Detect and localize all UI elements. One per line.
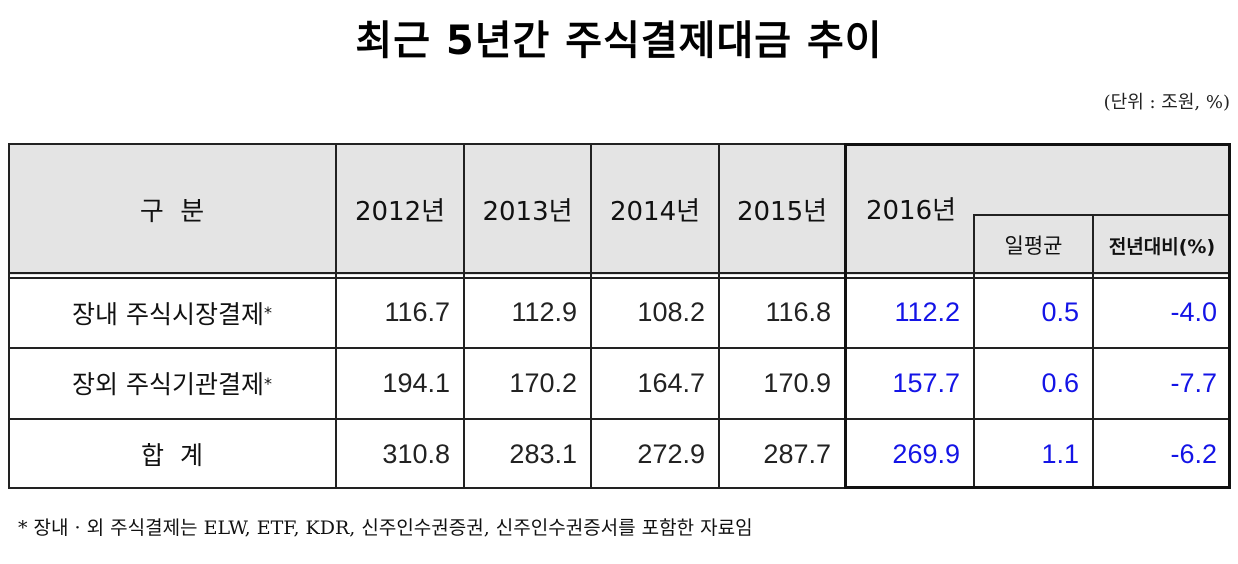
cell-value: 112.2 (894, 297, 960, 327)
cell-value: 269.9 (892, 438, 960, 469)
footnote: * 장내 · 외 주식결제는 ELW, ETF, KDR, 신주인수권증권, 신… (18, 517, 753, 539)
header-yoy-text: 전년대비(%) (1108, 235, 1216, 258)
page-title: 최근 5년간 주식결제대금 추이 (355, 18, 883, 64)
header-2013: 2013년 (464, 143, 591, 275)
header-2015: 2015년 (719, 143, 845, 275)
table-cell: 164.7 (591, 348, 719, 418)
footnote-mark: * (263, 303, 272, 322)
cell-value: 112.9 (511, 297, 577, 327)
table-cell: 194.1 (336, 348, 464, 418)
cell-value: 1.1 (1041, 438, 1079, 469)
cell-value: 272.9 (637, 438, 705, 469)
row-divider (8, 418, 1231, 420)
border-right (1229, 143, 1231, 489)
table-cell: 310.8 (336, 419, 464, 489)
border-left (8, 143, 10, 489)
row-label-otc: 장외 주식기관결제 * (8, 348, 336, 418)
border-top (8, 143, 1231, 145)
cell-value: -7.7 (1170, 367, 1217, 398)
sub-header-divider (974, 214, 1231, 216)
footnote-mark: * (263, 373, 272, 393)
table-cell: 170.9 (719, 348, 845, 418)
table-cell: 157.7 (845, 348, 974, 418)
cell-value: 170.2 (509, 367, 577, 398)
table-cell: -4.0 (1093, 278, 1231, 347)
table-cell: 287.7 (719, 419, 845, 489)
table-cell: 0.5 (974, 278, 1093, 347)
table-cell: 116.7 (336, 278, 464, 347)
col-divider (590, 143, 592, 489)
border-bottom (8, 487, 1231, 489)
cell-value: -4.0 (1170, 297, 1217, 327)
header-2016-text: 2016년 (865, 195, 957, 226)
settlement-table: 구 분 2012년 2013년 2014년 2015년 2016년 일평균 전년… (8, 143, 1231, 489)
cell-value: 0.6 (1041, 367, 1079, 398)
cell-value: 0.5 (1041, 297, 1079, 327)
table-cell: 272.9 (591, 419, 719, 489)
table-cell: 116.8 (719, 278, 845, 347)
cell-value: 194.1 (382, 367, 450, 398)
cell-value: 157.7 (892, 367, 960, 398)
table-cell: 0.6 (974, 348, 1093, 418)
table-cell: 170.2 (464, 348, 591, 418)
table-cell: 112.2 (845, 278, 974, 347)
row-label-text: 장내 주식시장결제 (72, 299, 264, 329)
header-divider-1 (8, 272, 1231, 274)
table-cell: 1.1 (974, 419, 1093, 489)
table-cell: 108.2 (591, 278, 719, 347)
col-divider (463, 143, 465, 489)
cell-value: 108.2 (637, 297, 705, 327)
header-category-text: 구 분 (139, 196, 205, 227)
row-label-text: 장외 주식기관결제 (72, 370, 264, 399)
header-2016: 2016년 (848, 183, 974, 233)
header-yoy: 전년대비(%) (1093, 215, 1231, 275)
table-cell: 283.1 (464, 419, 591, 489)
header-daily-avg-text: 일평균 (1004, 234, 1063, 258)
col-divider (1092, 214, 1094, 489)
table-cell: 269.9 (845, 419, 974, 489)
header-2014-text: 2014년 (609, 196, 701, 227)
header-2012-text: 2012년 (354, 196, 446, 227)
table-cell: 112.9 (464, 278, 591, 347)
table-cell: -7.7 (1093, 348, 1231, 418)
header-category: 구 분 (8, 143, 336, 275)
cell-value: 116.8 (765, 297, 831, 327)
header-daily-avg: 일평균 (974, 215, 1093, 275)
col-divider (718, 143, 720, 489)
row-label-onexchange: 장내 주식시장결제 * (8, 278, 336, 347)
col-divider (335, 143, 337, 489)
unit-label: (단위 : 조원, %) (1103, 92, 1230, 113)
table-cell: -6.2 (1093, 419, 1231, 489)
header-2014: 2014년 (591, 143, 719, 275)
cell-value: 170.9 (763, 367, 831, 398)
row-label-total: 합 계 (8, 419, 336, 489)
cell-value: 287.7 (763, 438, 831, 469)
col-divider (973, 214, 975, 489)
row-divider (8, 347, 1231, 349)
header-2012: 2012년 (336, 143, 464, 275)
cell-value: 164.7 (637, 367, 705, 398)
cell-value: 283.1 (509, 438, 577, 469)
header-2015-text: 2015년 (736, 196, 828, 227)
cell-value: -6.2 (1170, 438, 1217, 469)
cell-value: 116.7 (384, 297, 450, 327)
header-2013-text: 2013년 (482, 196, 573, 227)
row-label-text: 합 계 (141, 441, 203, 470)
header-divider-2 (8, 277, 1231, 279)
cell-value: 310.8 (382, 438, 450, 469)
